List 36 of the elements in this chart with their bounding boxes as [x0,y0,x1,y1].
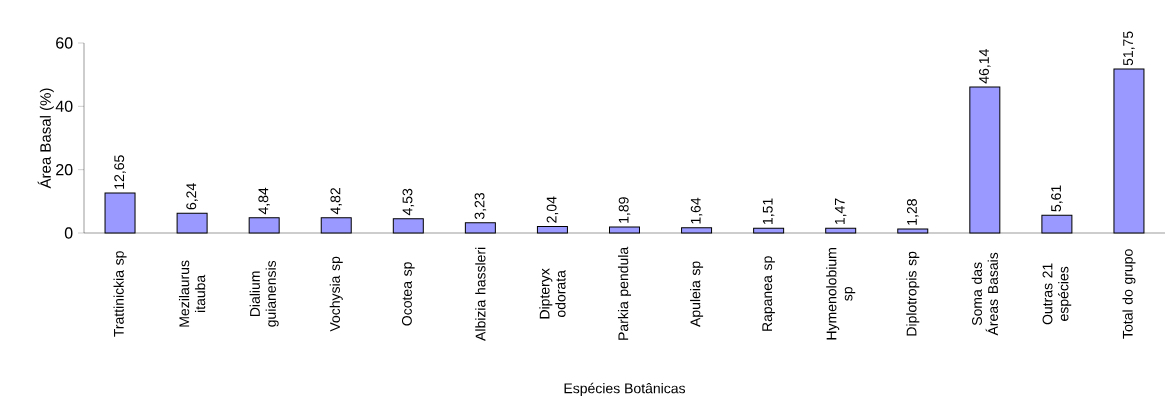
data-label: 46,14 [979,49,991,84]
data-label: 5,61 [1051,185,1063,212]
x-tick-label: Rapanea sp [762,256,775,331]
y-tick-label: 60 [56,37,73,49]
y-tick-label: 20 [56,164,73,176]
y-tick-label: 0 [64,227,73,239]
x-tick-label: Outras 21 espécies [1042,263,1072,325]
y-tick-label: 40 [55,100,73,112]
x-tick-label: Ocotea sp [401,262,415,326]
data-label: 1,47 [834,198,847,225]
x-tick-label: Mezilaurus itauba [178,260,206,327]
x-tick-label: Albizia hassleri [475,247,486,341]
data-label: 1,28 [906,199,919,225]
data-label: 12,65 [114,155,126,189]
data-label: 1,64 [690,197,703,224]
data-label: 2,04 [546,196,559,223]
data-label: 4,84 [258,187,270,215]
x-axis-title: Espécies Botânicas [564,382,686,397]
data-label: 4,53 [402,188,415,216]
x-tick-label: Soma das Áreas Basais [971,252,998,336]
x-tick-label: Total do grupo [1122,249,1136,339]
data-label: 3,23 [474,192,487,220]
x-tick-label: Trattinickia sp [113,251,127,337]
data-label: 6,24 [186,183,198,210]
x-tick-label: Apuleia sp [690,261,704,327]
data-label: 1,89 [618,197,631,223]
data-label: 1,51 [762,198,775,224]
data-label: 51,75 [1123,31,1135,66]
x-tick-label: Dipteryx odorata [539,268,566,319]
x-tick-label: Hymenolobium sp [826,248,856,340]
x-tick-label: Parkia pendula [617,246,632,340]
x-tick-label: Vochysia sp [329,256,343,332]
data-label: 4,82 [330,187,343,215]
y-axis-title: Área Basal (%) [37,88,54,189]
x-tick-label: Diplotropis sp [906,251,920,336]
x-tick-label: Dialium guianensis [249,260,279,327]
